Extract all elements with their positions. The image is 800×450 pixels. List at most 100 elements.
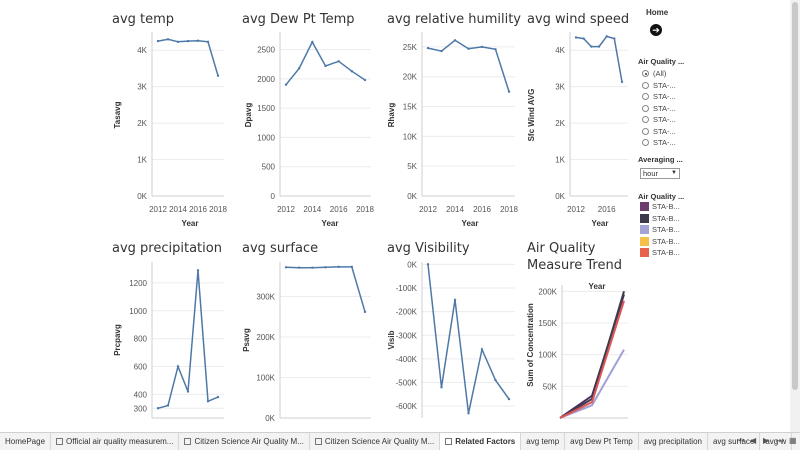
data-point[interactable] (480, 45, 484, 49)
legend-swatch (640, 202, 649, 211)
sheet-tab[interactable]: Related Factors (440, 433, 522, 450)
filter-option[interactable]: STA-... (642, 115, 676, 124)
sheet-tab[interactable]: avg Dew Pt Temp (565, 433, 639, 450)
x-tick-label: 2014 (446, 205, 464, 214)
data-point[interactable] (186, 39, 190, 43)
data-point[interactable] (350, 265, 354, 269)
data-point[interactable] (426, 46, 430, 50)
data-point[interactable] (337, 60, 340, 63)
data-point[interactable] (206, 400, 210, 403)
data-point[interactable] (363, 310, 367, 314)
sheet-tab[interactable]: avg surface (708, 433, 761, 450)
sheet-tab[interactable]: Citizen Science Air Quality M... (310, 433, 441, 450)
data-point[interactable] (156, 407, 160, 410)
sheet-tab-label: Official air quality measurem... (66, 437, 174, 446)
data-point[interactable] (324, 64, 327, 68)
y-tick-label: 2000 (257, 75, 275, 84)
data-point[interactable] (311, 266, 314, 269)
legend-item[interactable]: STA-B... (640, 236, 680, 246)
legend-item[interactable]: STA-B... (640, 202, 680, 211)
sheet-tab[interactable]: Official air quality measurem... (51, 433, 180, 450)
data-point[interactable] (507, 397, 511, 401)
scrollbar-thumb[interactable] (792, 2, 798, 390)
filter-option-label: STA-... (653, 138, 676, 147)
data-point[interactable] (480, 348, 484, 351)
prev-tab-icon[interactable]: ◀ (750, 436, 757, 445)
sheet-tab[interactable]: avg temp (521, 433, 566, 450)
data-point[interactable] (324, 266, 327, 269)
sheet-tab-label: avg temp (526, 437, 560, 446)
data-point[interactable] (196, 39, 200, 42)
filter-option[interactable]: STA-... (642, 138, 676, 147)
y-axis-label: Tasavg (113, 101, 122, 128)
legend-label: STA-B... (652, 236, 680, 246)
y-tick-label: 100K (538, 351, 557, 360)
sheet-tab[interactable]: avg precipitation (639, 433, 708, 450)
data-point[interactable] (467, 47, 470, 50)
filter-option[interactable]: STA-... (642, 81, 676, 90)
data-point[interactable] (590, 45, 593, 48)
data-point[interactable] (216, 74, 220, 77)
data-point[interactable] (337, 265, 340, 269)
data-point[interactable] (494, 48, 497, 51)
data-point[interactable] (605, 35, 608, 38)
averaging-select[interactable]: hour ▼ (640, 168, 680, 179)
filter-option[interactable]: STA-... (642, 104, 676, 113)
data-point[interactable] (166, 404, 170, 407)
data-point[interactable] (297, 67, 301, 70)
vertical-scrollbar[interactable] (790, 0, 800, 432)
filter-option[interactable]: STA-... (642, 127, 676, 136)
grid-view-icon[interactable]: ▦ (789, 436, 797, 445)
sheet-tab[interactable]: avg w (760, 433, 793, 450)
sheet-tab-label: avg Dew Pt Temp (570, 437, 633, 446)
data-point[interactable] (363, 78, 367, 82)
data-point[interactable] (574, 36, 578, 39)
arrow-right-circle-icon[interactable]: ➔ (650, 24, 662, 36)
data-point[interactable] (350, 70, 354, 73)
data-point[interactable] (284, 266, 288, 269)
data-point[interactable] (597, 45, 601, 48)
data-point[interactable] (176, 365, 180, 368)
x-tick-label: 2018 (356, 205, 374, 214)
data-point[interactable] (613, 37, 616, 40)
first-tab-icon[interactable]: ⏮ (737, 436, 745, 445)
x-axis-label: Year (589, 282, 606, 291)
data-point[interactable] (494, 378, 497, 382)
data-point[interactable] (311, 40, 314, 44)
data-point[interactable] (156, 39, 160, 43)
sheet-tab-label: Related Factors (455, 437, 516, 446)
next-tab-icon[interactable]: ▶ (763, 436, 770, 445)
data-point[interactable] (206, 40, 210, 44)
data-point[interactable] (453, 298, 457, 302)
legend-item[interactable]: STA-B... (640, 225, 680, 234)
radio-icon (642, 104, 649, 112)
filter-option[interactable]: STA-... (642, 92, 676, 101)
data-point[interactable] (297, 266, 301, 269)
data-point[interactable] (176, 40, 180, 44)
y-tick-label: 200K (256, 333, 275, 342)
filter-option[interactable]: (All) (642, 69, 666, 78)
last-tab-icon[interactable]: ⏭ (776, 436, 784, 445)
legend-item[interactable]: STA-B... (640, 213, 680, 223)
data-point[interactable] (440, 49, 443, 53)
data-point[interactable] (507, 90, 511, 93)
sheet-tab[interactable]: Citizen Science Air Quality M... (179, 433, 310, 450)
data-point[interactable] (186, 390, 190, 393)
data-point[interactable] (284, 83, 288, 86)
data-point[interactable] (196, 269, 200, 272)
x-tick-label: 2016 (330, 205, 348, 214)
series-line (559, 349, 625, 419)
sheet-tab[interactable]: HomePage (0, 433, 52, 450)
data-point[interactable] (426, 263, 430, 266)
data-point[interactable] (620, 80, 624, 84)
y-tick-label: 0K (265, 414, 275, 423)
data-point[interactable] (582, 37, 585, 40)
data-point[interactable] (440, 386, 443, 389)
legend-item[interactable]: STA-B... (640, 248, 680, 257)
data-point[interactable] (166, 38, 170, 41)
chart-title-line2: Measure Trend (527, 258, 622, 273)
data-point[interactable] (467, 412, 470, 415)
y-axis-label: Sfc Wind AVG (527, 89, 536, 142)
data-point[interactable] (453, 39, 457, 42)
data-point[interactable] (216, 395, 220, 399)
